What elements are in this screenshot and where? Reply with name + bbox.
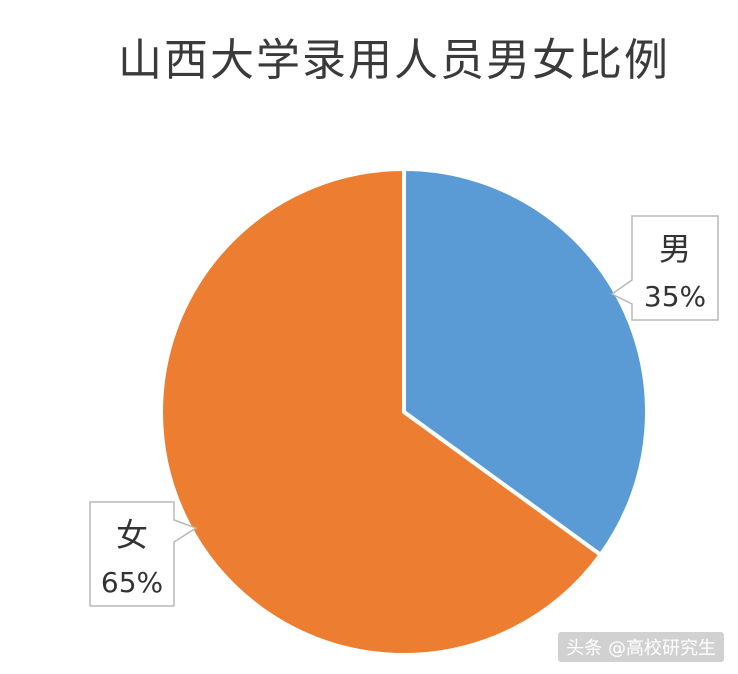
callout-box [610, 215, 719, 321]
pie-slice-male [402, 167, 649, 557]
chart-title: 山西大学录用人员男女比例 [118, 35, 670, 86]
slice-value-label: 65% [101, 566, 163, 599]
watermark: 头条 @高校研究生 [558, 632, 724, 662]
slice-value-label: 35% [644, 280, 706, 313]
callout-male: 男 35% [610, 215, 719, 321]
slice-label: 男 [659, 230, 691, 268]
callout-box [89, 501, 198, 607]
slice-label: 女 [116, 516, 148, 554]
callout-female: 女 65% [89, 501, 198, 607]
pie-slice-female [159, 167, 603, 657]
